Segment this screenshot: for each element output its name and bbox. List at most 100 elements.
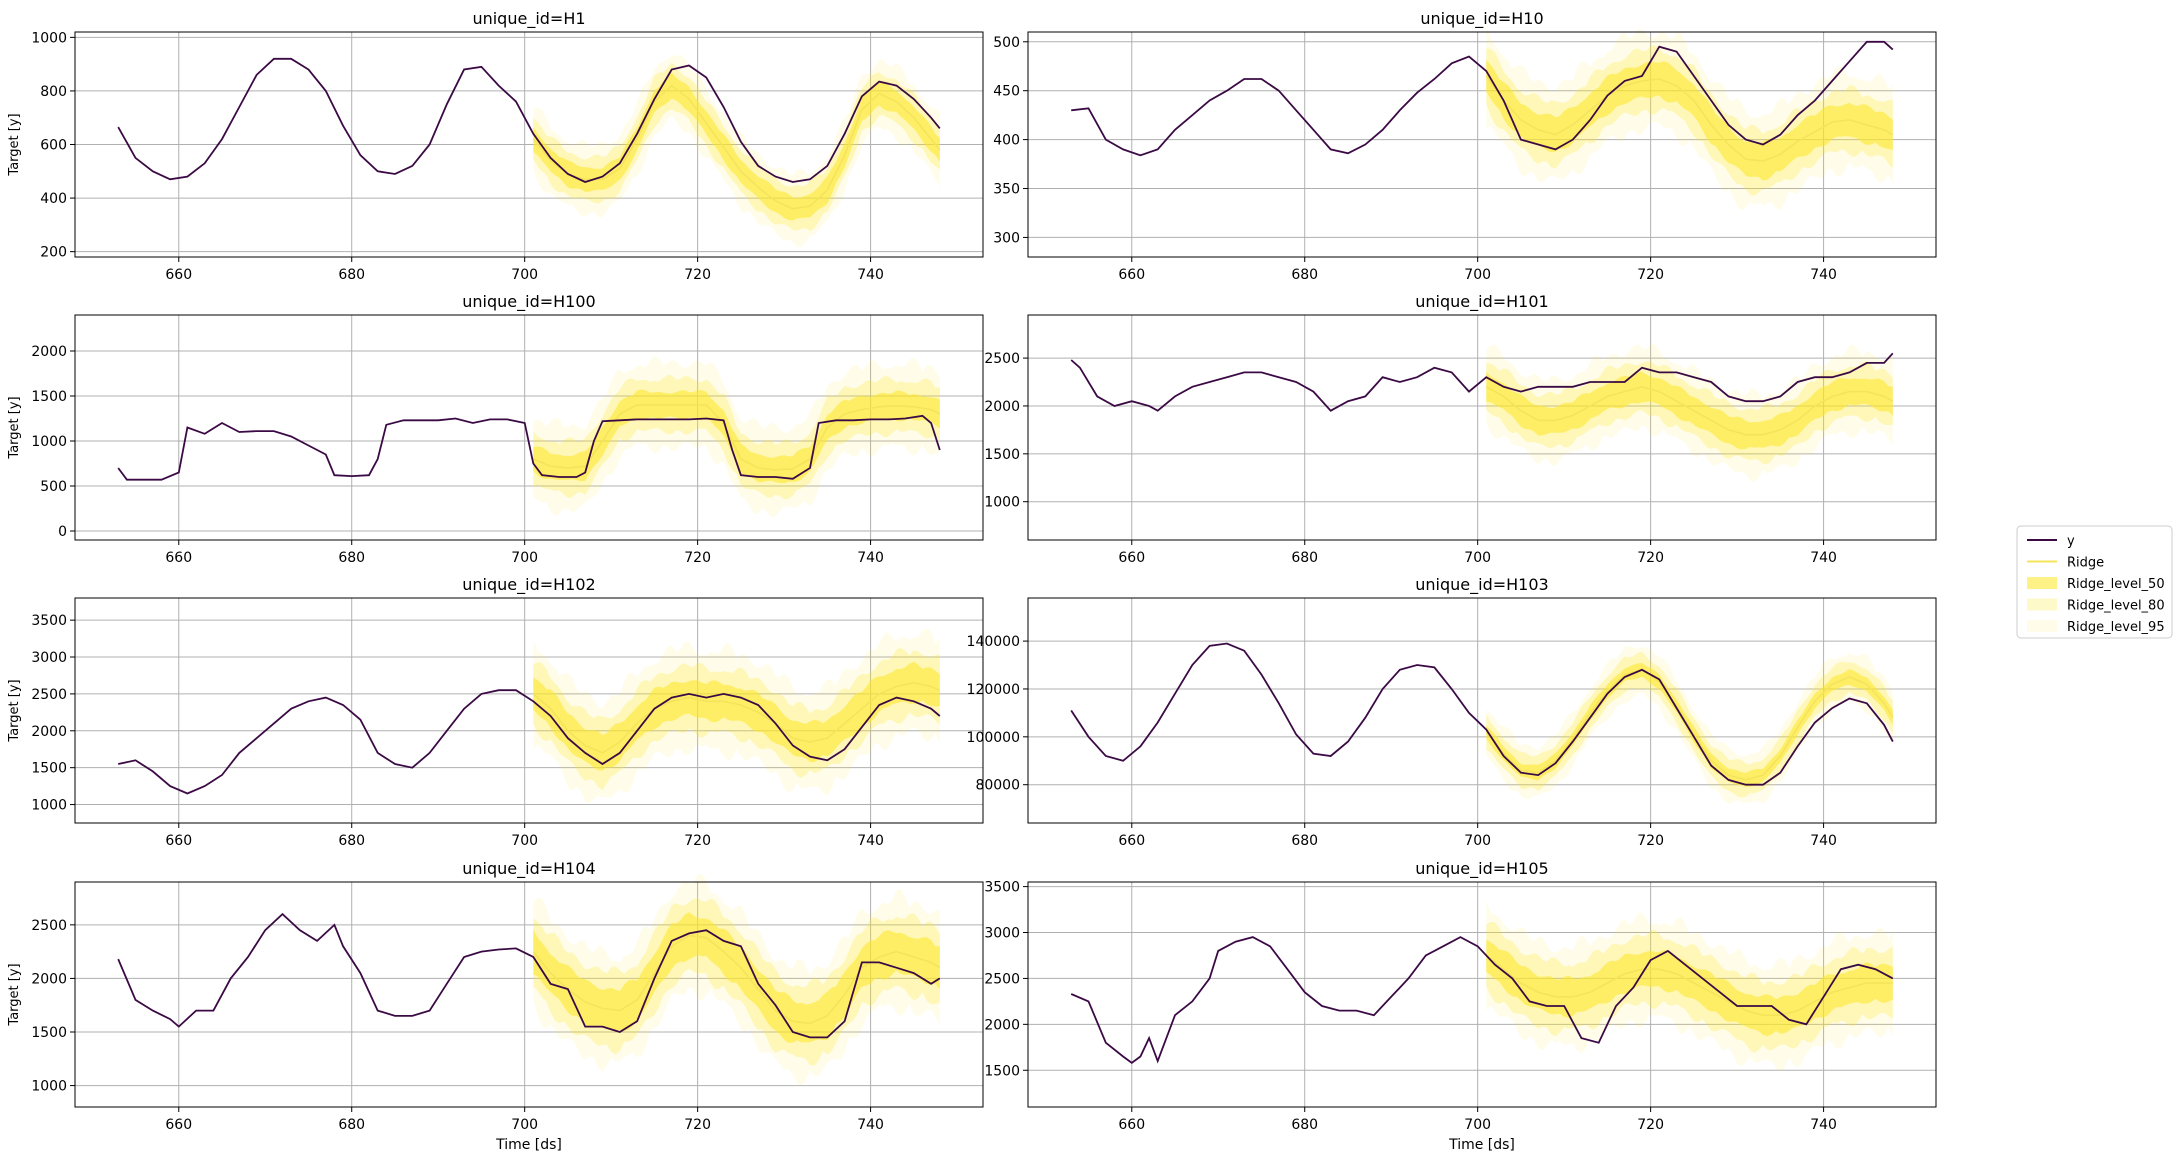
y-tick-label: 2500 <box>984 971 1020 987</box>
x-tick-label: 700 <box>1464 550 1491 566</box>
x-tick-label: 660 <box>165 1117 192 1133</box>
x-tick-label: 700 <box>1464 833 1491 849</box>
plot-frame <box>1027 314 1937 541</box>
ridge-forecast-line <box>532 84 941 210</box>
legend-swatch-ridge-level-50 <box>2027 577 2057 589</box>
y-tick-label: 80000 <box>975 778 1020 794</box>
legend-label: Ridge_level_50 <box>2067 577 2165 592</box>
legend-swatch-ridge-level-95 <box>2027 620 2057 632</box>
y-tick-label: 200 <box>40 245 67 261</box>
legend-frame <box>2016 525 2173 639</box>
y-tick-label: 1500 <box>31 1025 67 1041</box>
y-axis-label: Target [y] <box>7 963 22 1026</box>
x-tick-label: 680 <box>338 833 365 849</box>
y-axis-label: Target [y] <box>7 679 22 742</box>
x-tick-label: 700 <box>511 267 538 283</box>
x-tick-label: 680 <box>338 550 365 566</box>
y-tick-label: 1000 <box>31 434 67 450</box>
y-tick-label: 800 <box>40 84 67 100</box>
subplot-unique-id-h103: 660 680 700 720 740 80000 100000 120000 140000 un… <box>967 575 1937 849</box>
x-tick-label: 740 <box>857 267 884 283</box>
y-tick-label: 2000 <box>31 724 67 740</box>
subplot-title: unique_id=H103 <box>1415 575 1548 595</box>
plot-area <box>1028 598 1936 823</box>
y-tick-label: 2500 <box>31 918 67 934</box>
y-tick-label: 2000 <box>31 971 67 987</box>
ridge-level-50-band <box>1486 371 1893 450</box>
y-axis-label: Target [y] <box>7 396 22 459</box>
y-tick-label: 120000 <box>967 682 1020 698</box>
x-tick-label: 720 <box>1637 267 1664 283</box>
y-tick-label: 100000 <box>967 730 1020 746</box>
y-actual-line <box>1070 352 1894 412</box>
plot-frame <box>74 314 984 541</box>
plot-area <box>75 598 983 823</box>
x-tick-label: 740 <box>1810 550 1837 566</box>
subplot-unique-id-h1: 660 680 700 720 740 200 400 600 800 1000 unique_id… <box>7 9 984 283</box>
y-tick-label: 1000 <box>31 30 67 46</box>
ridge-forecast-line <box>1485 668 1894 781</box>
y-tick-label: 0 <box>58 524 67 540</box>
x-tick-label: 680 <box>1291 833 1318 849</box>
y-tick-label: 400 <box>40 191 67 207</box>
x-tick-label: 660 <box>165 550 192 566</box>
y-tick-label: 1500 <box>31 761 67 777</box>
y-tick-label: 350 <box>993 182 1020 198</box>
x-tick-label: 740 <box>857 1117 884 1133</box>
legend-label: Ridge_level_80 <box>2067 599 2165 614</box>
legend-label: y <box>2067 534 2075 549</box>
plot-frame <box>1027 31 1937 258</box>
ridge-level-50-band <box>533 912 940 1043</box>
x-tick-label: 680 <box>338 267 365 283</box>
x-tick-label: 660 <box>165 267 192 283</box>
y-tick-label: 2500 <box>984 351 1020 367</box>
y-axis-label: Target [y] <box>7 113 22 176</box>
legend: y Ridge Ridge_level_50 Ridge_level_80 Ridge_… <box>2016 525 2173 639</box>
x-tick-label: 740 <box>1810 1117 1837 1133</box>
x-tick-label: 660 <box>1118 550 1145 566</box>
x-tick-label: 740 <box>1810 267 1837 283</box>
x-tick-label: 720 <box>684 267 711 283</box>
x-tick-label: 740 <box>1810 833 1837 849</box>
y-tick-label: 600 <box>40 138 67 154</box>
y-tick-label: 140000 <box>967 634 1020 650</box>
y-tick-label: 2500 <box>31 687 67 703</box>
subplot-title: unique_id=H105 <box>1415 859 1548 879</box>
x-tick-label: 680 <box>338 1117 365 1133</box>
subplot-title: unique_id=H104 <box>462 859 595 879</box>
x-tick-label: 680 <box>1291 267 1318 283</box>
ridge-forecast-line <box>1485 385 1894 436</box>
ridge-forecast-line <box>532 934 941 1025</box>
plot-frame <box>1027 597 1937 824</box>
x-tick-label: 700 <box>1464 267 1491 283</box>
subplot-title: unique_id=H1 <box>472 9 585 29</box>
subplot-title: unique_id=H10 <box>1420 9 1543 29</box>
x-tick-label: 700 <box>511 833 538 849</box>
x-tick-label: 720 <box>1637 550 1664 566</box>
y-tick-label: 2000 <box>984 399 1020 415</box>
ridge-level-50-band <box>533 661 940 771</box>
y-tick-label: 3500 <box>984 880 1020 896</box>
y-actual-line <box>117 57 941 183</box>
ridge-level-95-band <box>1486 25 1893 210</box>
ridge-level-80-band <box>533 62 940 232</box>
ridge-level-50-band <box>533 389 940 484</box>
y-tick-label: 1500 <box>984 447 1020 463</box>
y-tick-label: 1000 <box>984 495 1020 511</box>
ridge-forecast-line <box>1485 954 1893 1016</box>
y-tick-label: 1500 <box>984 1063 1020 1079</box>
y-tick-label: 2000 <box>984 1017 1020 1033</box>
x-axis-label: Time [ds] <box>495 1137 562 1153</box>
ridge-level-95-band <box>533 55 940 247</box>
x-tick-label: 740 <box>857 550 884 566</box>
x-tick-label: 660 <box>1118 1117 1145 1133</box>
x-tick-label: 720 <box>1637 833 1664 849</box>
x-tick-label: 720 <box>684 833 711 849</box>
y-actual-line <box>1071 40 1894 157</box>
subplot-unique-id-h104: 660 680 700 720 740 1000 1500 2000 2500 unique_id… <box>7 859 984 1153</box>
y-actual-line <box>118 689 941 795</box>
x-tick-label: 660 <box>165 833 192 849</box>
plot-frame <box>1027 881 1937 1108</box>
